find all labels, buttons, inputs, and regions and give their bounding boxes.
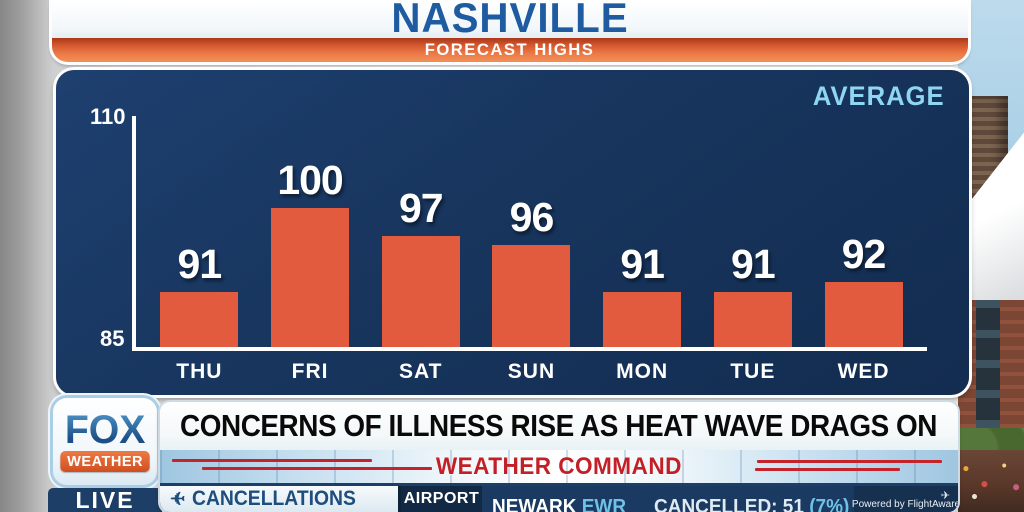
cancelled-count: CANCELLED: 51: [654, 496, 804, 512]
average-label: AVERAGE: [813, 81, 945, 111]
bar: [603, 292, 682, 347]
ticker-topic-text: CANCELLATIONS: [192, 487, 356, 510]
fox-logo-text: FOX: [64, 408, 146, 452]
headline-bar: CONCERNS OF ILLNESS RISE AS HEAT WAVE DR…: [160, 402, 958, 450]
plane-icon: ✈: [170, 488, 186, 509]
live-badge: LIVE: [48, 487, 162, 512]
bar-day-label: FRI: [291, 360, 329, 383]
y-axis-min-label: 85: [100, 326, 125, 351]
bar-group-sat: 97 SAT: [381, 116, 461, 383]
bar-day-label: TUE: [730, 360, 776, 383]
headline-text: CONCERNS OF ILLNESS RISE AS HEAT WAVE DR…: [180, 408, 938, 443]
branding-block: FOX WEATHER LIVE: [48, 398, 162, 512]
weather-command-text: WEATHER COMMAND: [435, 452, 682, 480]
header-panel: NASHVILLE FORECAST HIGHS: [52, 0, 968, 62]
city-title: NASHVILLE: [391, 0, 629, 41]
banner-accent-line: [757, 460, 942, 463]
ticker: ✈ CANCELLATIONS AIRPORT NEWARK EWR CANCE…: [160, 483, 958, 512]
lower-third: CONCERNS OF ILLNESS RISE AS HEAT WAVE DR…: [160, 402, 958, 512]
ticker-category-segment: AIRPORT: [398, 486, 482, 512]
bar-value: 91: [177, 241, 223, 287]
cancellation-status: CANCELLED: 51 (7%): [654, 496, 849, 512]
bar: [492, 245, 571, 347]
weather-command-banner: WEATHER COMMAND: [160, 450, 958, 483]
bar-group-thu: 91 THU: [159, 116, 239, 383]
powered-by-segment: ✈ Powered by FlightAware: [851, 486, 958, 512]
bar-value: 96: [509, 194, 555, 240]
bar-group-sun: 96 SUN: [491, 116, 571, 383]
airport-name: NEWARK EWR: [492, 496, 626, 512]
plot-area: 91 THU 100 FRI 97 SAT 96 SUN 91 MON 91 TUE 92 WED: [132, 116, 927, 383]
weather-logo-text: WEATHER: [60, 451, 150, 472]
cancelled-percent: (7%): [809, 496, 850, 512]
bar-value: 100: [277, 157, 343, 203]
bar-value: 91: [620, 241, 665, 287]
bar-value: 92: [841, 231, 887, 277]
fox-weather-logo: FOX WEATHER: [53, 398, 157, 485]
bar-value: 97: [398, 185, 444, 231]
bar: [381, 236, 460, 347]
bar-group-fri: 100 FRI: [270, 116, 350, 383]
bar-day-label: SAT: [399, 360, 443, 383]
bar-group-tue: 91 TUE: [713, 116, 793, 383]
bar: [713, 292, 792, 347]
city-backdrop: [958, 0, 1024, 512]
ticker-data-segment: NEWARK EWR CANCELLED: 51 (7%): [482, 486, 854, 512]
banner-accent-line: [172, 459, 372, 462]
bar-day-label: THU: [176, 360, 223, 383]
street-scene: [958, 450, 1024, 512]
bar-group-mon: 91 MON: [602, 116, 682, 383]
bar-day-label: WED: [837, 360, 890, 383]
bar: [160, 292, 239, 347]
building-windows: [976, 300, 1000, 450]
y-axis-max-label: 110: [90, 104, 126, 129]
airport-code: EWR: [581, 496, 627, 512]
airport-city: NEWARK: [492, 496, 577, 512]
bar-day-label: MON: [616, 360, 669, 383]
bar-day-label: SUN: [507, 360, 556, 383]
bars-container: 91 THU 100 FRI 97 SAT 96 SUN 91 MON 91 TUE 92 WED: [136, 116, 927, 383]
bar: [271, 208, 350, 347]
powered-by-text: Powered by FlightAware: [851, 499, 958, 510]
banner-accent-line: [755, 468, 900, 471]
ticker-topic-segment: ✈ CANCELLATIONS: [160, 486, 398, 512]
bar: [824, 282, 903, 347]
subtitle-text: FORECAST HIGHS: [425, 40, 595, 59]
banner-accent-line: [202, 467, 432, 470]
flightaware-plane-icon: ✈: [940, 490, 950, 502]
bar-value: 91: [731, 241, 776, 287]
forecast-chart-panel: AVERAGE 110 85 91 THU 100 FRI 97 SAT 96 SUN 91 MO…: [56, 70, 969, 395]
bar-group-wed: 92 WED: [824, 116, 904, 383]
subtitle-band: FORECAST HIGHS: [52, 38, 968, 62]
